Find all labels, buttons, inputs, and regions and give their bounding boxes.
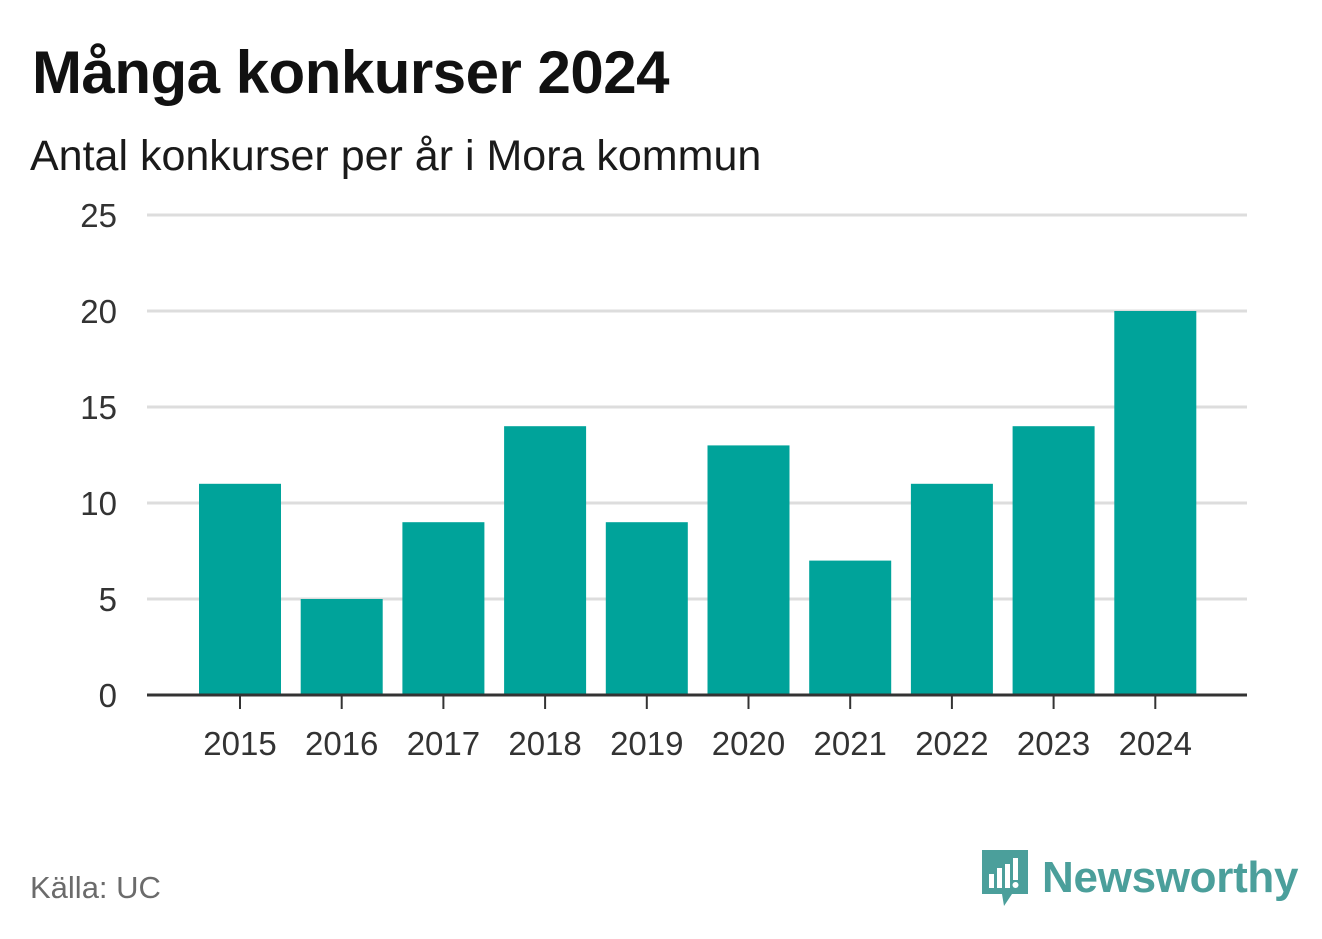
bar-2020 <box>707 445 790 695</box>
bar-2015 <box>199 483 281 695</box>
x-axis-tick-labels: 2015 2016 2017 2018 2019 2020 2021 2022 2023 2024 <box>203 725 1192 762</box>
bar-2021 <box>809 560 892 695</box>
y-tick-label: 0 <box>99 677 117 714</box>
newsworthy-logo-icon <box>982 850 1028 906</box>
bar-2024 <box>1114 311 1197 695</box>
x-axis <box>147 693 1247 709</box>
bar-2017 <box>402 522 485 695</box>
bar-2016 <box>300 599 383 695</box>
y-axis-tick-labels: 0 5 10 15 20 25 <box>80 197 117 714</box>
bar-2018 <box>504 426 587 695</box>
y-tick-label: 20 <box>80 293 117 330</box>
x-tick-label: 2023 <box>1017 725 1090 762</box>
x-tick-label: 2019 <box>610 725 683 762</box>
x-tick-label: 2024 <box>1119 725 1192 762</box>
x-tick-label: 2017 <box>407 725 480 762</box>
bars <box>199 311 1197 695</box>
brand-name: Newsworthy <box>1042 853 1299 902</box>
chart-subtitle: Antal konkurser per år i Mora kommun <box>30 132 762 180</box>
y-tick-label: 10 <box>80 485 117 522</box>
y-tick-label: 15 <box>80 389 117 426</box>
source-note: Källa: UC <box>30 870 161 905</box>
x-tick-label: 2015 <box>203 725 276 762</box>
x-tick-label: 2016 <box>305 725 378 762</box>
brand-logo[interactable]: Newsworthy <box>980 848 1298 908</box>
bar-2019 <box>605 522 688 695</box>
bar-2022 <box>910 483 993 695</box>
x-tick-label: 2020 <box>712 725 785 762</box>
y-tick-label: 5 <box>99 581 117 618</box>
bar-2023 <box>1012 426 1095 695</box>
y-tick-label: 25 <box>80 197 117 234</box>
x-tick-label: 2022 <box>915 725 988 762</box>
x-tick-label: 2018 <box>508 725 581 762</box>
x-tick-label: 2021 <box>813 725 886 762</box>
chart-title: Många konkurser 2024 <box>32 39 669 106</box>
